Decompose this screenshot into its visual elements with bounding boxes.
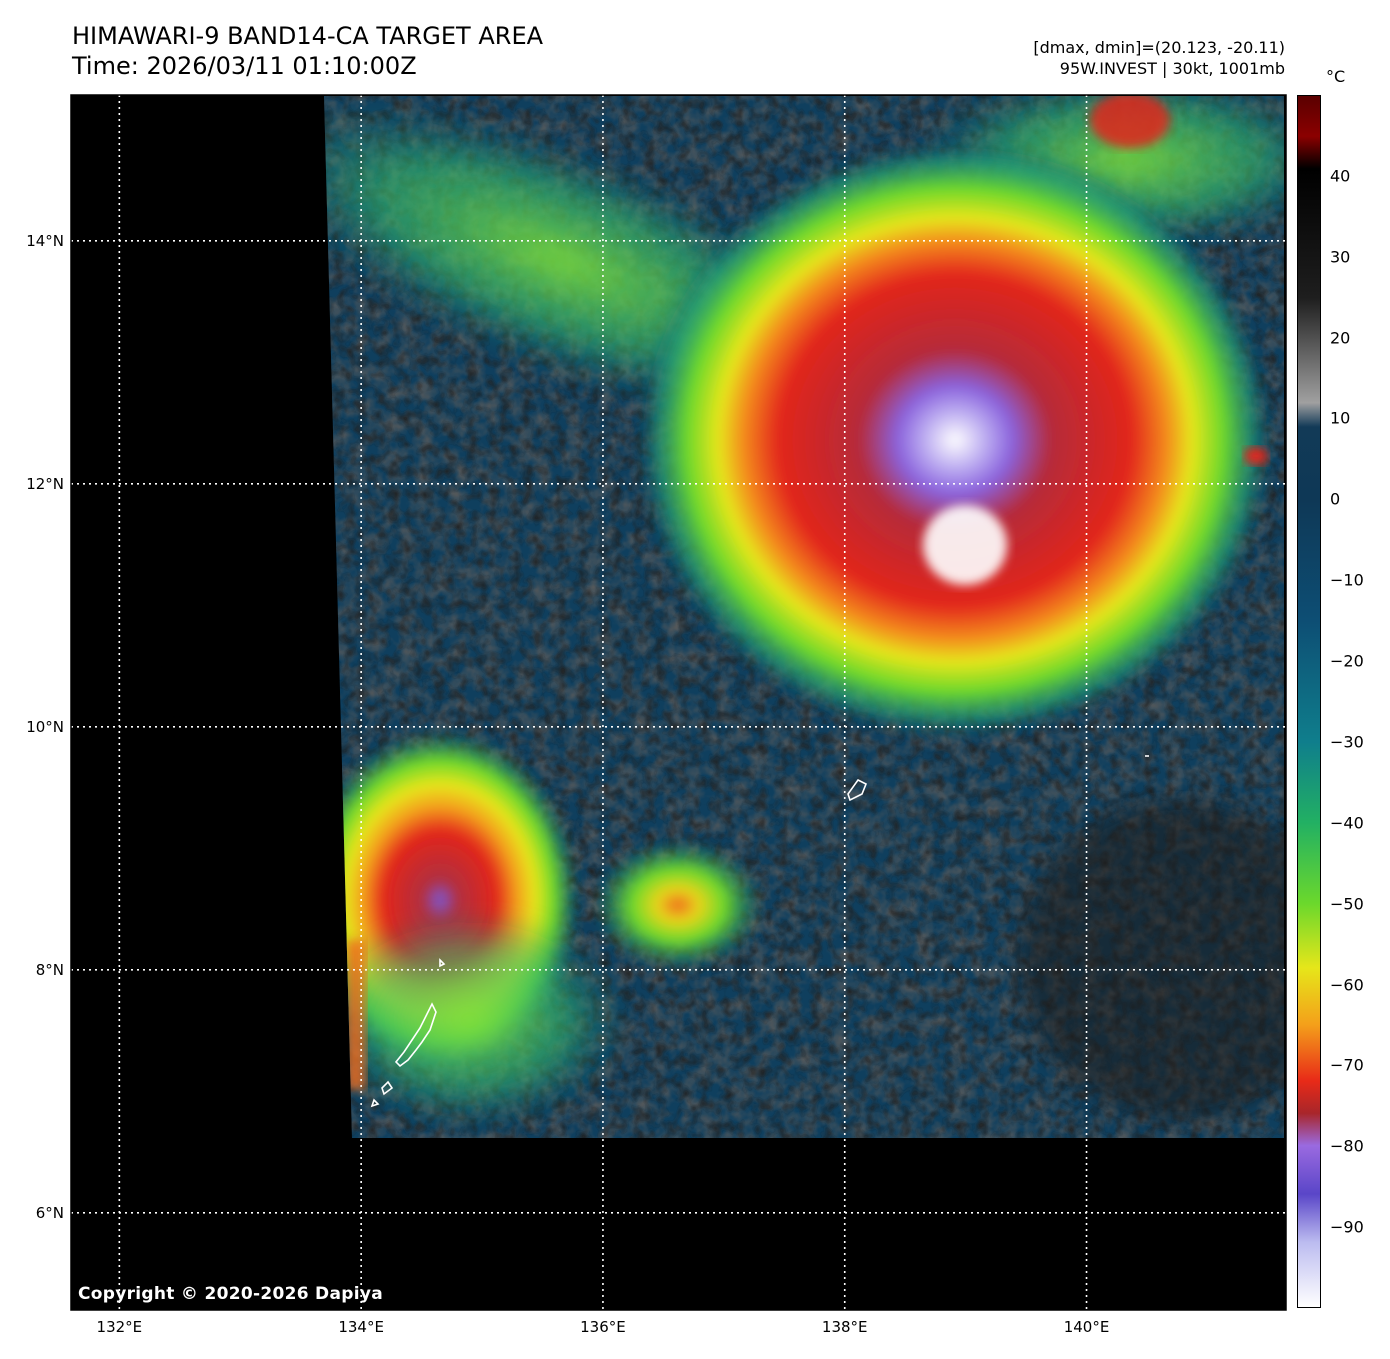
colorbar-tick-label: −30 [1330, 732, 1364, 752]
palau-island [394, 1002, 437, 1068]
colorbar-tick-label: −70 [1330, 1055, 1364, 1075]
islet [381, 1080, 394, 1096]
storm-info: 95W.INVEST | 30kt, 1001mb [1059, 59, 1285, 78]
colorbar-tick-label: −50 [1330, 894, 1364, 914]
islet [370, 1098, 380, 1108]
dmax-dmin-info: [dmax, dmin]=(20.123, -20.11) [1033, 38, 1285, 57]
colorbar-tick-label: −80 [1330, 1136, 1364, 1156]
lon-tick-label: 138°E [821, 1318, 868, 1336]
lon-tick-label: 134°E [338, 1318, 384, 1336]
lat-tick-label: 10°N [26, 717, 64, 736]
lat-tick-label: 14°N [26, 231, 64, 250]
coastlines [370, 755, 1149, 1108]
lon-tick-label: 136°E [580, 1318, 626, 1336]
colorbar-tick-label: −40 [1330, 813, 1364, 833]
islet [439, 958, 446, 968]
colorbar-tick-label: 20 [1330, 328, 1351, 348]
colorbar-tick-label: 0 [1330, 489, 1341, 509]
temperature-colorbar [1297, 95, 1321, 1308]
lat-tick-label: 12°N [26, 474, 64, 493]
lat-tick-label: 6°N [35, 1203, 64, 1222]
copyright-text: Copyright © 2020-2026 Dapiya [78, 1284, 383, 1304]
colorbar-tick-label: 30 [1330, 247, 1351, 267]
map-frame [70, 94, 1287, 1311]
graticule [71, 95, 1286, 1310]
colorbar-tick-label: 10 [1330, 408, 1351, 428]
yap-island [847, 778, 868, 802]
lon-tick-label: 140°E [1063, 1318, 1110, 1336]
colorbar-tick-label: 40 [1330, 166, 1351, 186]
colorbar-tick-label: −90 [1330, 1217, 1364, 1237]
chart-title: HIMAWARI-9 BAND14-CA TARGET AREA [72, 22, 544, 50]
satellite-imagery [324, 96, 1284, 1138]
lat-tick-label: 8°N [35, 960, 64, 979]
lon-tick-label: 132°E [96, 1318, 143, 1336]
chart-time: Time: 2026/03/11 01:10:00Z [72, 52, 417, 80]
colorbar-unit: °C [1326, 67, 1346, 86]
colorbar-tick-label: −60 [1330, 975, 1364, 995]
colorbar-tick-label: −10 [1330, 570, 1364, 590]
colorbar-tick-label: −20 [1330, 651, 1364, 671]
